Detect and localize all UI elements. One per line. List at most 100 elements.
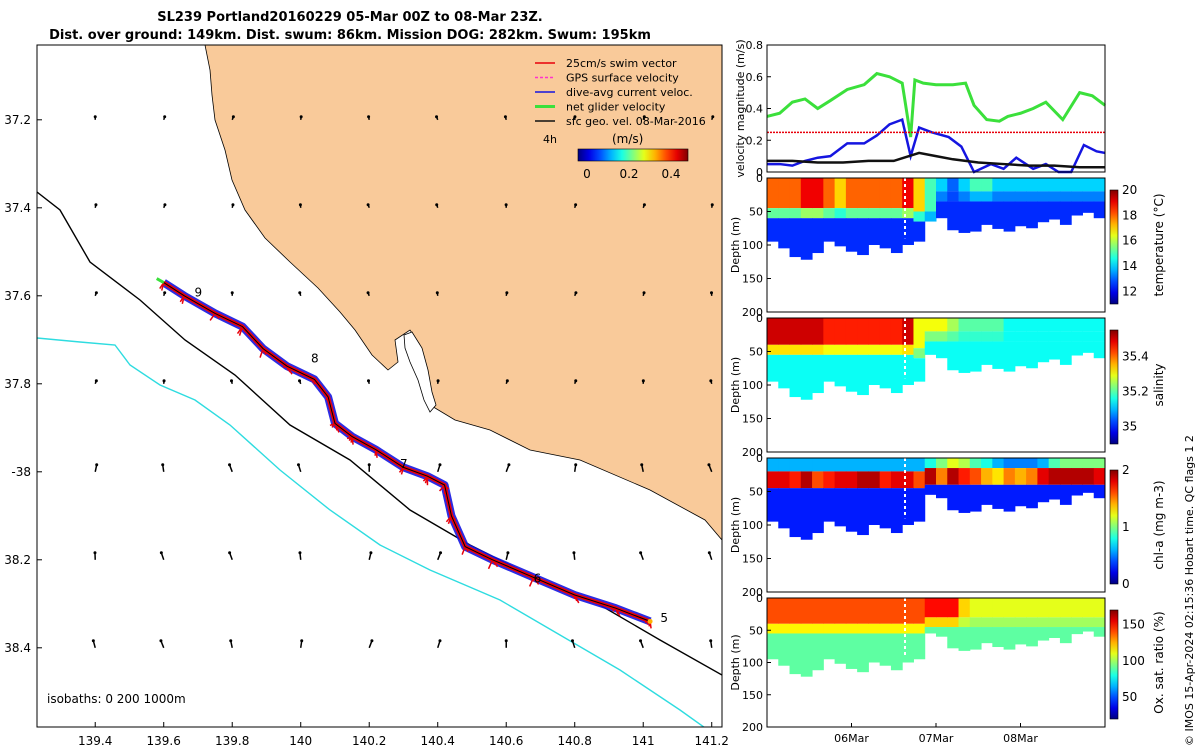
section-y-tick-label: 200 (742, 586, 763, 599)
section-cell-surface (902, 458, 914, 472)
section-cell-surface (778, 458, 791, 472)
section-y-tick-label: 200 (742, 721, 763, 734)
section-cell-surface (1003, 178, 1016, 192)
section-cell-band (1026, 468, 1038, 485)
legend-label: net glider velocity (566, 101, 666, 114)
section-cell-surface (834, 598, 847, 624)
section-cell-deep (924, 341, 937, 355)
section-cell-band (1048, 468, 1061, 485)
current-arrow-head (641, 379, 645, 383)
section-cell-deep (936, 627, 948, 637)
section-cbar-tick: 150 (1122, 618, 1145, 632)
section-cbar-tick: 1 (1122, 520, 1130, 534)
section-cell-transition (902, 208, 914, 219)
section-cell-surface (913, 178, 926, 212)
section-cell-surface (845, 458, 858, 472)
section-cell-deep (857, 488, 869, 536)
section-y-tick-label: 50 (749, 624, 763, 637)
section-cell-band (969, 468, 982, 485)
section-cell-deep (823, 488, 836, 522)
section-cell-deep (924, 484, 937, 495)
current-arrow-head (572, 551, 576, 555)
section-cell-band (789, 471, 802, 489)
section-cell-transition (981, 617, 993, 628)
section-y-label: Depth (m) (729, 497, 742, 553)
section-cell-surface (868, 318, 881, 345)
section-cell-deep (958, 201, 971, 233)
section-cell-band (1093, 468, 1106, 485)
section-cell-transition (1014, 331, 1027, 342)
net-glider-velocity (155, 277, 165, 284)
section-y-tick-label: 200 (742, 446, 763, 459)
section-cell-deep (924, 627, 937, 634)
section-cell-deep (1059, 484, 1072, 505)
section-cell-deep (992, 201, 1005, 229)
section-cell-surface (992, 178, 1005, 192)
section-cell-surface (936, 458, 948, 469)
section-colorbar (1109, 189, 1119, 305)
section-cell-deep (767, 633, 779, 660)
section-cell-transition (924, 617, 937, 628)
section-cell-transition (1082, 617, 1095, 628)
section-cell-band (767, 471, 779, 489)
current-arrow-head (438, 639, 442, 643)
current-arrow-head (574, 203, 578, 207)
section-cell-surface (1037, 458, 1050, 469)
section-cell-transition (812, 623, 824, 634)
current-arrow-head (94, 203, 98, 207)
section-cell-surface (1003, 598, 1016, 618)
section-cell-band (981, 468, 993, 485)
current-arrow-head (231, 203, 235, 207)
section-cell-transition (1037, 617, 1050, 628)
section-cell-transition (1003, 617, 1016, 628)
section-cell-deep (767, 354, 779, 382)
section-cell-band (902, 471, 914, 489)
section-cell-transition (936, 331, 948, 342)
section-cell-deep (812, 218, 824, 254)
section-cell-surface (902, 318, 914, 345)
current-arrow-head (642, 203, 646, 207)
section-cell-surface (1048, 598, 1061, 618)
section-cell-surface (890, 598, 903, 624)
island-outline (403, 331, 437, 413)
section-cell-transition (1037, 191, 1050, 202)
section-cell-transition (936, 617, 948, 628)
current-arrow-head (91, 639, 95, 643)
section-cell-deep (1048, 627, 1061, 638)
section-cell-deep (1037, 627, 1050, 641)
section-y-tick-label: 100 (742, 519, 763, 532)
current-arrow-head (228, 463, 232, 467)
section-cell-deep (1082, 627, 1095, 632)
section-cell-surface (789, 458, 802, 472)
day-label: 8 (311, 351, 319, 365)
section-cell-transition (789, 208, 802, 219)
legend-label: dive-avg current veloc. (566, 86, 693, 99)
current-arrow-head (298, 551, 302, 555)
map-frame (36, 44, 723, 728)
section-cell-deep (1026, 341, 1038, 369)
section-cell-deep (767, 218, 779, 242)
section-cell-surface (1037, 318, 1050, 332)
day-label: 9 (195, 285, 203, 299)
section-cell-transition (800, 623, 813, 634)
section-cell-surface (1048, 458, 1061, 469)
current-arrow-head (503, 115, 507, 119)
section-cell-surface (778, 178, 791, 209)
section-cell-surface (936, 318, 948, 332)
section-cell-surface (981, 318, 993, 332)
y-tick-label: 37.4 (4, 201, 31, 215)
section-cell-surface (789, 598, 802, 624)
section-cell-surface (812, 318, 824, 345)
current-arrow-head (298, 203, 302, 207)
section-cell-deep (981, 627, 993, 644)
current-arrow-head (298, 379, 302, 383)
section-cell-surface (1071, 178, 1083, 192)
section-cell-surface (1014, 178, 1027, 192)
section-cell-deep (845, 354, 858, 392)
section-cell-transition (1037, 331, 1050, 342)
current-arrow-head (163, 291, 167, 295)
section-cell-deep (812, 633, 824, 671)
section-cell-surface (800, 598, 813, 624)
section-cell-surface (913, 318, 926, 349)
